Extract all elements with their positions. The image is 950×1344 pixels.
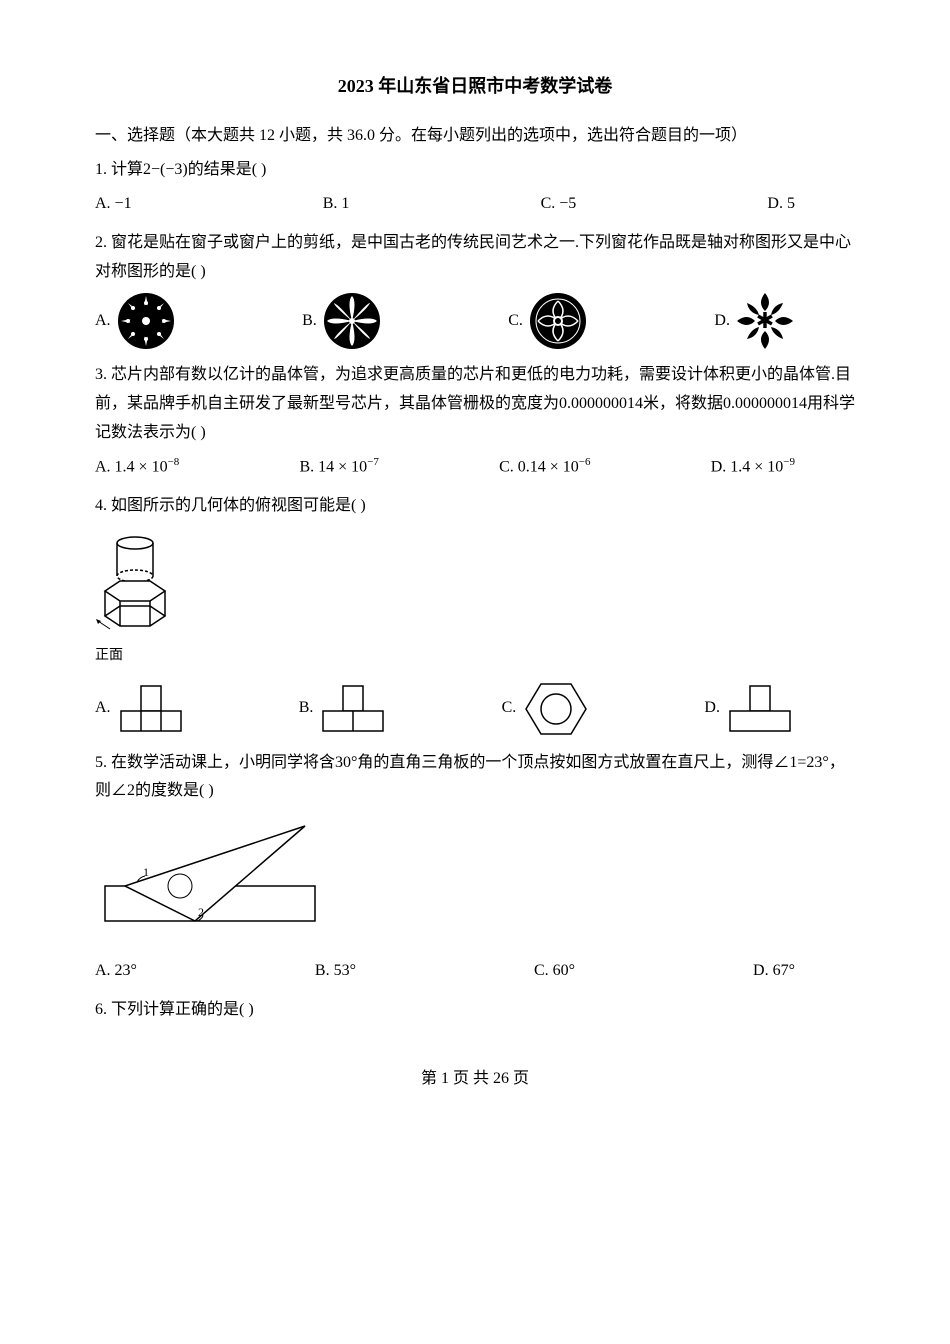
q4-label-d: D. [704, 694, 720, 723]
q5-options: A. 23° B. 53° C. 60° D. 67° [95, 957, 855, 986]
q2-text: 2. 窗花是贴在窗子或窗户上的剪纸，是中国古老的传统民间艺术之一.下列窗花作品既… [95, 229, 855, 287]
question-3: 3. 芯片内部有数以亿计的晶体管，为追求更高质量的芯片和更低的电力功耗，需要设计… [95, 361, 855, 482]
q2-options: A. B. [95, 291, 855, 351]
svg-text:1: 1 [143, 865, 149, 879]
q2-option-c: C. [508, 291, 588, 351]
q4-figure-d-icon [725, 681, 795, 736]
question-5: 5. 在数学活动课上，小明同学将含30°角的直角三角板的一个顶点按如图方式放置在… [95, 749, 855, 986]
exam-title: 2023 年山东省日照市中考数学试卷 [95, 70, 855, 102]
q1-option-d: D. 5 [767, 190, 795, 219]
q3-option-c: C. 0.14 × 10−6 [499, 453, 590, 482]
question-2: 2. 窗花是贴在窗子或窗户上的剪纸，是中国古老的传统民间艺术之一.下列窗花作品既… [95, 229, 855, 352]
pattern-c-icon [528, 291, 588, 351]
page-footer: 第 1 页 共 26 页 [95, 1065, 855, 1094]
q5-option-d: D. 67° [753, 957, 795, 986]
q4-label-a: A. [95, 694, 111, 723]
q4-main-figure: 正面 [95, 531, 855, 669]
q1-option-c: C. −5 [541, 190, 577, 219]
q1-text: 1. 计算2−(−3)的结果是( ) [95, 156, 855, 185]
q5-text: 5. 在数学活动课上，小明同学将含30°角的直角三角板的一个顶点按如图方式放置在… [95, 749, 855, 807]
q4-figure-b-icon [318, 681, 388, 736]
q2-label-a: A. [95, 307, 111, 336]
question-4: 4. 如图所示的几何体的俯视图可能是( ) 正面 A. [95, 492, 855, 739]
q4-option-c: C. [502, 679, 592, 739]
q2-label-b: B. [302, 307, 317, 336]
q3-options: A. 1.4 × 10−8 B. 14 × 10−7 C. 0.14 × 10−… [95, 453, 855, 482]
q3-option-b: B. 14 × 10−7 [299, 453, 378, 482]
q4-option-b: B. [299, 679, 389, 739]
q4-figure-a-icon [116, 681, 186, 736]
pattern-d-icon: ✱ [735, 291, 795, 351]
q2-option-b: B. [302, 291, 382, 351]
q1-option-b: B. 1 [323, 190, 350, 219]
q4-label-b: B. [299, 694, 314, 723]
q1-option-a: A. −1 [95, 190, 132, 219]
q4-option-d: D. [704, 679, 795, 739]
q5-option-a: A. 23° [95, 957, 137, 986]
q3-option-d: D. 1.4 × 10−9 [711, 453, 795, 482]
q2-option-a: A. [95, 291, 176, 351]
q3-text: 3. 芯片内部有数以亿计的晶体管，为追求更高质量的芯片和更低的电力功耗，需要设计… [95, 361, 855, 447]
q5-figure: 1 2 [95, 816, 855, 947]
q5-option-c: C. 60° [534, 957, 575, 986]
question-6: 6. 下列计算正确的是( ) [95, 996, 855, 1025]
svg-text:✱: ✱ [756, 308, 774, 333]
question-1: 1. 计算2−(−3)的结果是( ) A. −1 B. 1 C. −5 D. 5 [95, 156, 855, 219]
q4-text: 4. 如图所示的几何体的俯视图可能是( ) [95, 492, 855, 521]
q6-text: 6. 下列计算正确的是( ) [95, 996, 855, 1025]
pattern-a-icon [116, 291, 176, 351]
q4-label-c: C. [502, 694, 517, 723]
q2-label-c: C. [508, 307, 523, 336]
pattern-b-icon [322, 291, 382, 351]
q3-option-a: A. 1.4 × 10−8 [95, 453, 179, 482]
q4-figure-c-icon [521, 679, 591, 739]
q4-option-a: A. [95, 679, 186, 739]
q4-front-label: 正面 [95, 643, 855, 668]
q5-option-b: B. 53° [315, 957, 356, 986]
q4-options: A. B. C. D. [95, 679, 855, 739]
q2-option-d: D. ✱ [714, 291, 795, 351]
section-1-header: 一、选择题（本大题共 12 小题，共 36.0 分。在每小题列出的选项中，选出符… [95, 122, 855, 151]
svg-text:2: 2 [198, 905, 204, 919]
q2-label-d: D. [714, 307, 730, 336]
q1-options: A. −1 B. 1 C. −5 D. 5 [95, 190, 855, 219]
